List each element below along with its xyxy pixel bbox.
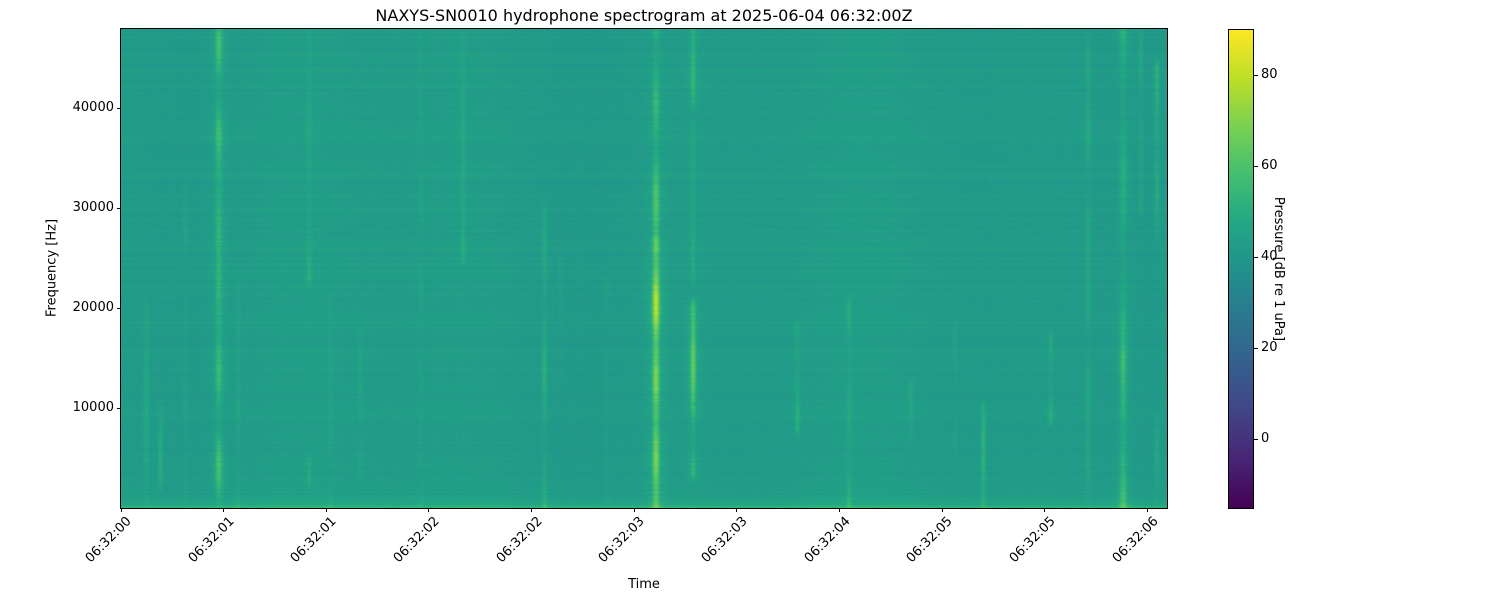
x-axis-label: Time	[628, 577, 660, 592]
colorbar-tick-mark	[1254, 75, 1258, 77]
x-tick-mark	[223, 508, 225, 512]
x-tick-label: 06:32:04	[801, 514, 854, 566]
colorbar-tick-mark	[1254, 439, 1258, 441]
x-tick-label: 06:32:03	[595, 514, 648, 566]
x-tick-label: 06:32:01	[288, 514, 340, 566]
x-tick-mark	[531, 508, 533, 512]
y-tick-label: 10000	[72, 399, 114, 415]
y-tick-mark	[117, 307, 121, 309]
colorbar-tick-mark	[1254, 348, 1258, 350]
plot-area	[120, 28, 1168, 509]
colorbar-tick-mark	[1254, 166, 1258, 168]
y-tick-mark	[117, 208, 121, 210]
x-tick-mark	[120, 508, 122, 512]
colorbar-tick-label: 40	[1261, 249, 1278, 265]
spectrogram-canvas	[121, 29, 1167, 508]
y-tick-mark	[117, 407, 121, 409]
colorbar-tick-label: 80	[1261, 67, 1278, 83]
colorbar-tick-label: 20	[1261, 340, 1278, 356]
x-tick-label: 06:32:02	[390, 514, 443, 566]
y-tick-label: 20000	[72, 299, 114, 315]
x-tick-label: 06:32:05	[1006, 514, 1059, 566]
x-tick-label: 06:32:06	[1109, 514, 1162, 566]
x-tick-mark	[633, 508, 635, 512]
x-tick-mark	[1147, 508, 1149, 512]
y-tick-mark	[117, 108, 121, 110]
x-tick-mark	[428, 508, 430, 512]
colorbar-tick-label: 60	[1261, 158, 1278, 174]
x-tick-mark	[839, 508, 841, 512]
colorbar-tick-label: 0	[1261, 431, 1270, 447]
colorbar-tick-mark	[1254, 257, 1258, 259]
colorbar-gradient	[1229, 30, 1253, 508]
x-tick-label: 06:32:03	[698, 514, 751, 566]
x-tick-label: 06:32:05	[903, 514, 956, 566]
x-tick-label: 06:32:01	[185, 514, 238, 566]
x-tick-mark	[325, 508, 327, 512]
colorbar	[1228, 29, 1254, 509]
y-tick-label: 40000	[72, 100, 114, 116]
chart-title: NAXYS-SN0010 hydrophone spectrogram at 2…	[375, 6, 913, 25]
x-tick-mark	[736, 508, 738, 512]
x-tick-label: 06:32:00	[82, 514, 135, 566]
x-tick-mark	[1044, 508, 1046, 512]
x-tick-mark	[941, 508, 943, 512]
colorbar-label: Pressure [dB re 1 uPa]	[1271, 196, 1286, 342]
y-tick-label: 30000	[72, 200, 114, 216]
x-tick-label: 06:32:02	[493, 514, 546, 566]
